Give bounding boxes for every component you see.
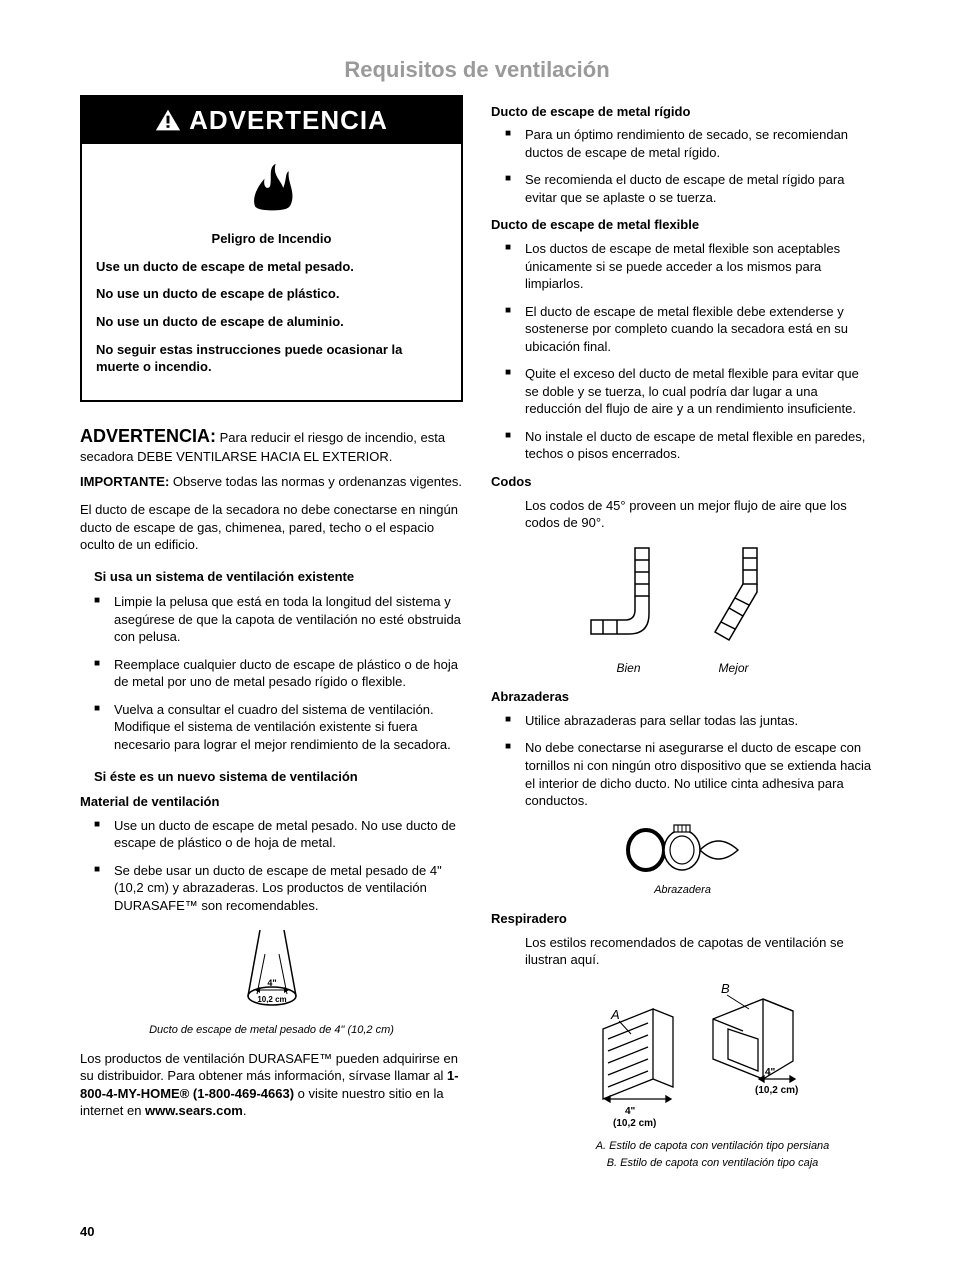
- page-number: 40: [80, 1223, 874, 1241]
- page-title: Requisitos de ventilación: [80, 55, 874, 85]
- durasafe-url: www.sears.com: [145, 1103, 243, 1118]
- warning-header-text: ADVERTENCIA: [189, 103, 388, 138]
- list-item: Quite el exceso del ducto de metal flexi…: [505, 365, 874, 418]
- rigid-list: Para un óptimo rendimiento de secado, se…: [491, 126, 874, 206]
- right-column: Ducto de escape de metal rígido Para un …: [491, 95, 874, 1183]
- durasafe-text-1: Los productos de ventilación DURASAFE™ p…: [80, 1051, 458, 1084]
- elbow-labels: Bien Mejor: [491, 660, 874, 676]
- svg-text:4": 4": [625, 1106, 636, 1117]
- clamp-diagram-icon: [618, 820, 748, 875]
- warning-subtitle: Peligro de Incendio: [96, 230, 447, 248]
- list-item: El ducto de escape de metal flexible deb…: [505, 303, 874, 356]
- new-system-subhead: Si éste es un nuevo sistema de ventilaci…: [80, 768, 463, 786]
- list-item: Para un óptimo rendimiento de secado, se…: [505, 126, 874, 161]
- list-item: No debe conectarse ni asegurarse el duct…: [505, 739, 874, 809]
- list-item: Se debe usar un ducto de escape de metal…: [94, 862, 463, 915]
- advertencia-label: ADVERTENCIA:: [80, 426, 216, 446]
- warning-header: ADVERTENCIA: [82, 97, 461, 144]
- material-list: Use un ducto de escape de metal pesado. …: [80, 817, 463, 915]
- elbow-figure: Bien Mejor: [491, 542, 874, 677]
- two-column-layout: ADVERTENCIA Peligro de Incendio Use un d…: [80, 95, 874, 1183]
- hood-diagram-icon: A 4" (10,2 cm) B 4" (10,2: [553, 979, 813, 1129]
- codos-subhead: Codos: [491, 473, 874, 491]
- warning-line: No use un ducto de escape de aluminio.: [96, 313, 447, 331]
- elbow-label-good: Bien: [616, 660, 640, 676]
- importante-para: IMPORTANTE: Observe todas las normas y o…: [80, 473, 463, 491]
- durasafe-text-3: .: [243, 1103, 247, 1118]
- existing-system-subhead: Si usa un sistema de ventilación existen…: [80, 568, 463, 586]
- warning-box: ADVERTENCIA Peligro de Incendio Use un d…: [80, 95, 463, 402]
- svg-text:4": 4": [267, 978, 276, 988]
- flex-list: Los ductos de escape de metal flexible s…: [491, 240, 874, 463]
- svg-text:(10,2 cm): (10,2 cm): [613, 1118, 656, 1129]
- fire-icon: [244, 160, 300, 216]
- hood-figure: A 4" (10,2 cm) B 4" (10,2: [491, 979, 874, 1171]
- elbow-diagram-icon: [573, 542, 793, 652]
- svg-text:10,2 cm: 10,2 cm: [257, 995, 286, 1004]
- warning-line: No use un ducto de escape de plástico.: [96, 285, 447, 303]
- importante-label: IMPORTANTE:: [80, 474, 169, 489]
- rigid-subhead: Ducto de escape de metal rígido: [491, 103, 874, 121]
- codos-text: Los codos de 45° proveen un mejor flujo …: [491, 497, 874, 532]
- warning-triangle-icon: [155, 108, 181, 132]
- svg-text:B: B: [721, 981, 730, 996]
- advertencia-lede: ADVERTENCIA: Para reducir el riesgo de i…: [80, 424, 463, 466]
- warning-line: No seguir estas instrucciones puede ocas…: [96, 341, 447, 376]
- vent-subhead: Respiradero: [491, 910, 874, 928]
- legend-a: A. Estilo de capota con ventilación tipo…: [551, 1139, 874, 1154]
- list-item: Utilice abrazaderas para sellar todas la…: [505, 712, 874, 730]
- warning-body: Peligro de Incendio Use un ducto de esca…: [82, 144, 461, 400]
- durasafe-para: Los productos de ventilación DURASAFE™ p…: [80, 1050, 463, 1120]
- legend-b: B. Estilo de capota con ventilación tipo…: [551, 1156, 874, 1171]
- no-connect-para: El ducto de escape de la secadora no deb…: [80, 501, 463, 554]
- importante-text: Observe todas las normas y ordenanzas vi…: [169, 474, 462, 489]
- clamp-subhead: Abrazaderas: [491, 688, 874, 706]
- warning-line: Use un ducto de escape de metal pesado.: [96, 258, 447, 276]
- material-subhead: Material de ventilación: [80, 793, 463, 811]
- list-item: Limpie la pelusa que está en toda la lon…: [94, 593, 463, 646]
- clamp-figure: Abrazadera: [491, 820, 874, 898]
- svg-text:4": 4": [765, 1067, 776, 1078]
- list-item: Reemplace cualquier ducto de escape de p…: [94, 656, 463, 691]
- list-item: Use un ducto de escape de metal pesado. …: [94, 817, 463, 852]
- clamp-list: Utilice abrazaderas para sellar todas la…: [491, 712, 874, 810]
- existing-system-list: Limpie la pelusa que está en toda la lon…: [80, 593, 463, 753]
- duct-diagram-icon: 4" 10,2 cm: [227, 924, 317, 1014]
- elbow-label-better: Mejor: [719, 660, 749, 676]
- clamp-caption: Abrazadera: [491, 883, 874, 898]
- duct-caption: Ducto de escape de metal pesado de 4" (1…: [80, 1023, 463, 1038]
- vent-text: Los estilos recomendados de capotas de v…: [491, 934, 874, 969]
- left-column: ADVERTENCIA Peligro de Incendio Use un d…: [80, 95, 463, 1183]
- list-item: Vuelva a consultar el cuadro del sistema…: [94, 701, 463, 754]
- list-item: Se recomienda el ducto de escape de meta…: [505, 171, 874, 206]
- svg-text:A: A: [610, 1007, 620, 1022]
- duct-figure: 4" 10,2 cm Ducto de escape de metal pesa…: [80, 924, 463, 1037]
- list-item: Los ductos de escape de metal flexible s…: [505, 240, 874, 293]
- svg-text:(10,2 cm): (10,2 cm): [755, 1085, 798, 1096]
- flex-subhead: Ducto de escape de metal flexible: [491, 216, 874, 234]
- list-item: No instale el ducto de escape de metal f…: [505, 428, 874, 463]
- hood-legend: A. Estilo de capota con ventilación tipo…: [491, 1139, 874, 1171]
